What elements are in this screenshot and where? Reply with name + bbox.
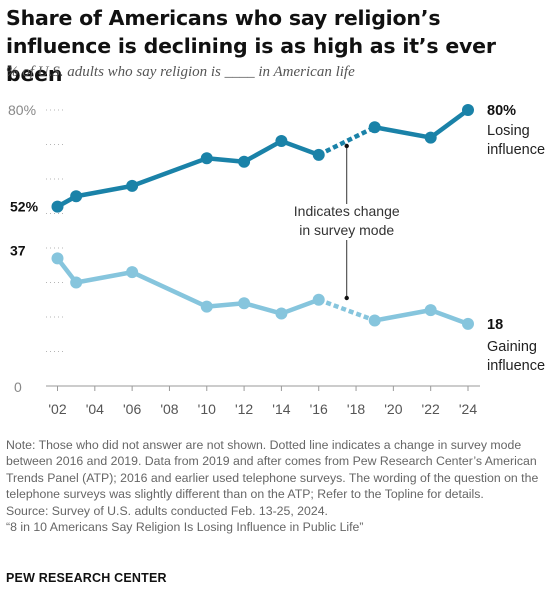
series-segment bbox=[280, 297, 320, 316]
x-tick-label: '14 bbox=[272, 401, 290, 417]
series-segment-dotted bbox=[317, 125, 376, 157]
data-point bbox=[70, 276, 83, 289]
data-point bbox=[126, 179, 139, 192]
data-point bbox=[424, 131, 437, 144]
data-label: 52% bbox=[10, 199, 39, 215]
data-point bbox=[368, 314, 381, 327]
series-segment bbox=[75, 183, 133, 199]
data-point bbox=[238, 297, 251, 310]
y-tick-label: 0 bbox=[14, 379, 22, 395]
chart-notes: Note: Those who did not answer are not s… bbox=[6, 437, 546, 535]
data-point bbox=[51, 252, 64, 265]
data-point bbox=[312, 148, 325, 161]
data-label: 37 bbox=[10, 242, 26, 258]
series-label: influence bbox=[487, 142, 545, 158]
series-segment bbox=[374, 307, 432, 323]
data-point bbox=[312, 293, 325, 306]
data-point bbox=[424, 304, 437, 317]
series-segment bbox=[429, 307, 469, 327]
x-tick-label: '24 bbox=[459, 401, 477, 417]
series-segment bbox=[429, 108, 470, 140]
data-point bbox=[462, 104, 474, 116]
line-chart: 80% 0 '02 '04 '06 '08 '10 '12 '14 '16 '18 '20 '22 '24… bbox=[8, 102, 545, 417]
annotation-dot bbox=[344, 295, 349, 301]
note-text: Note: Those who did not answer are not s… bbox=[6, 438, 539, 502]
x-tick-label: '06 bbox=[123, 401, 141, 417]
data-point bbox=[368, 121, 381, 134]
brand-label: PEW RESEARCH CENTER bbox=[6, 571, 167, 585]
chart-title: Share of Americans who say religion’s in… bbox=[6, 6, 496, 86]
data-point bbox=[126, 266, 139, 279]
data-point bbox=[275, 307, 288, 320]
x-tick-label: '20 bbox=[384, 401, 402, 417]
data-point bbox=[275, 135, 288, 148]
x-tick-label: '12 bbox=[235, 401, 253, 417]
x-tick-label: '10 bbox=[198, 401, 216, 417]
series-segment bbox=[280, 138, 320, 157]
series-label: influence bbox=[487, 358, 545, 374]
report-title: “8 in 10 Americans Say Religion Is Losin… bbox=[6, 520, 364, 535]
series-segment bbox=[206, 300, 245, 309]
annotation-text: Indicates change bbox=[294, 203, 400, 219]
series-segment bbox=[131, 156, 208, 189]
data-point bbox=[70, 190, 83, 203]
series-segment bbox=[243, 301, 283, 316]
x-tick-label: '22 bbox=[422, 401, 440, 417]
series-segment bbox=[374, 125, 432, 140]
series-segment bbox=[242, 139, 283, 164]
series-segment bbox=[206, 156, 245, 164]
annotation-dot bbox=[344, 143, 349, 149]
data-point bbox=[51, 200, 64, 213]
x-tick-label: '08 bbox=[160, 401, 178, 417]
chart-subtitle: % of U.S. adults who say religion is ___… bbox=[6, 64, 355, 80]
data-point bbox=[200, 152, 213, 165]
series-segment bbox=[75, 269, 133, 285]
data-label: 80% bbox=[487, 103, 516, 119]
annotation-text: in survey mode bbox=[299, 222, 394, 238]
series-label: Losing bbox=[487, 123, 530, 139]
x-tick-label: '16 bbox=[310, 401, 328, 417]
source-text: Source: Survey of U.S. adults conducted … bbox=[6, 503, 328, 518]
series-label: Gaining bbox=[487, 339, 537, 355]
series-segment bbox=[131, 270, 208, 309]
x-tick-label: '18 bbox=[347, 401, 365, 417]
data-point bbox=[200, 300, 213, 313]
x-tick-label: '04 bbox=[86, 401, 104, 417]
data-point bbox=[462, 317, 474, 330]
data-point bbox=[238, 155, 251, 168]
series-segment-dotted bbox=[317, 297, 376, 323]
x-tick-label: '02 bbox=[48, 401, 66, 417]
data-label: 18 bbox=[487, 317, 503, 333]
y-tick-label: 80% bbox=[8, 102, 36, 118]
